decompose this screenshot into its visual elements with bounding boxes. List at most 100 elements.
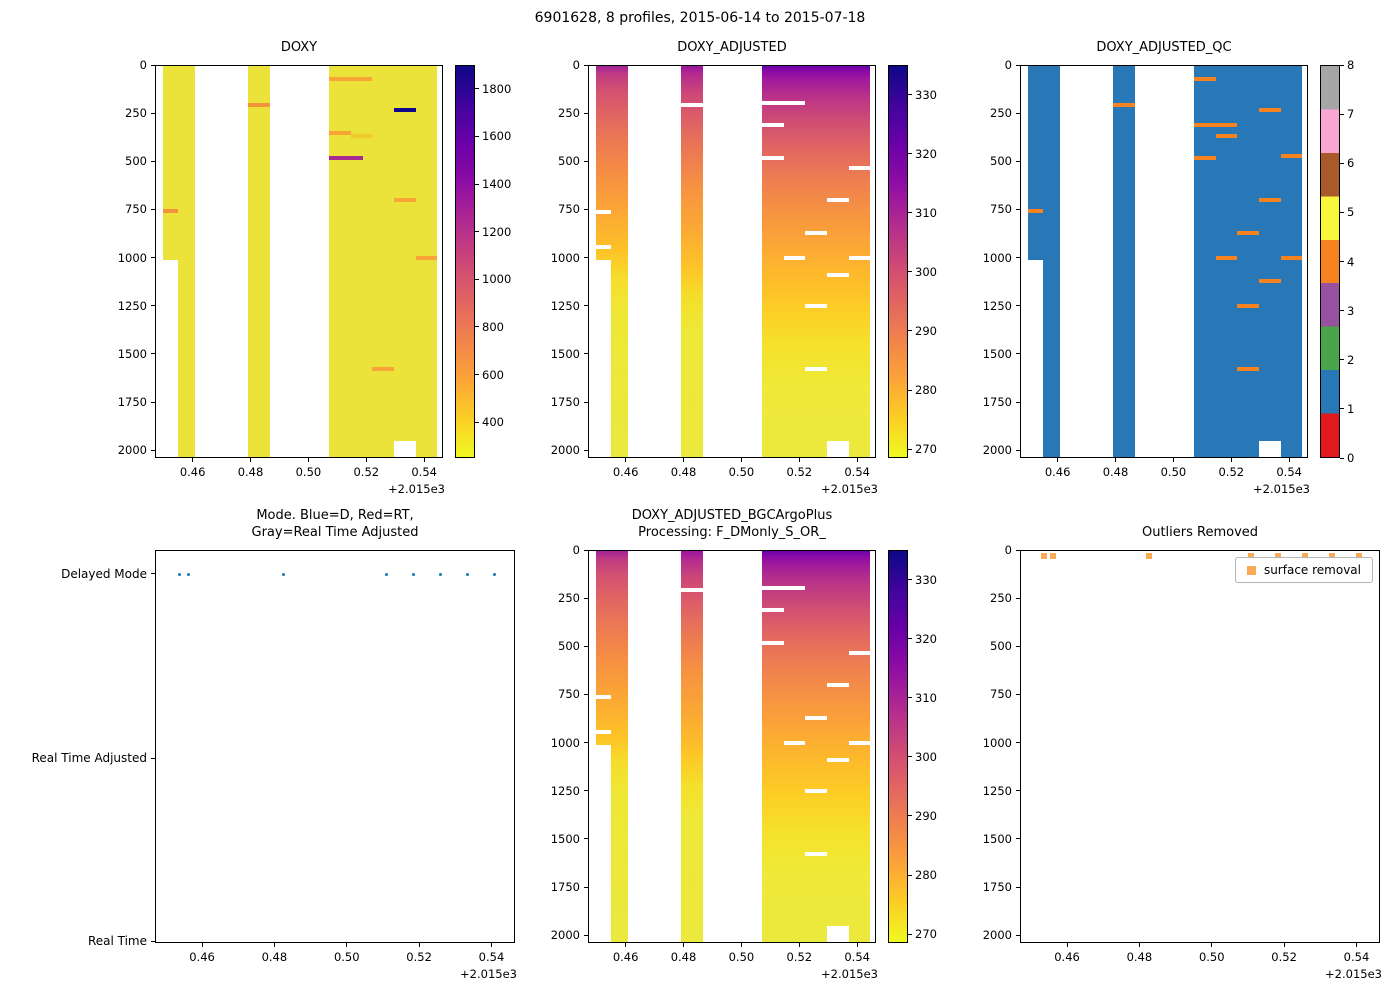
y-tick-mark (151, 305, 155, 307)
heatmap-feature-dash (596, 209, 612, 214)
heatmap-feature-dash (1280, 154, 1302, 159)
x-tick-label: 0.50 (728, 465, 755, 479)
colorbar-tick-mark (1340, 261, 1344, 262)
colorbar-tick-mark (908, 94, 912, 96)
data-point (1145, 552, 1152, 559)
colorbar-tick-label: 1600 (482, 129, 512, 144)
y-tick-mark (584, 401, 588, 403)
y-tick-mark (151, 940, 155, 942)
colorbar-doxy-adjusted: 270 280 290 300 310 320 330 (888, 65, 937, 458)
y-tick-mark (151, 449, 155, 451)
heatmap-feature-dash (805, 715, 827, 720)
colorbar-qc: 0 1 2 3 4 5 6 7 8 (1320, 58, 1354, 465)
data-point (411, 572, 415, 576)
colorbar-tick-mark (908, 271, 912, 273)
heatmap-feature-dash (805, 366, 827, 371)
x-tick-mark (683, 458, 685, 462)
y-tick-mark (1016, 886, 1020, 888)
colorbar-tick-mark (908, 579, 912, 581)
heatmap-feature-dash (805, 851, 827, 856)
y-tick-label: 0 (1004, 58, 1012, 72)
heatmap-profile-band (247, 66, 270, 457)
y-tick-label: 1500 (117, 346, 147, 361)
x-tick-mark (1057, 458, 1059, 462)
x-tick-mark (856, 943, 858, 947)
colorbar-tick-mark (908, 212, 912, 214)
heatmap-feature-dash (1237, 366, 1259, 371)
subplot-doxy-adjusted-qc: DOXY_ADJUSTED_QC +2.015e3 0.46 0.48 0.50 0.… (983, 40, 1310, 496)
heatmap-feature-dash (848, 650, 870, 655)
y-tick-mark (584, 790, 588, 792)
legend: surface removal (1234, 557, 1373, 583)
y-tick-label: 1750 (550, 880, 580, 895)
heatmap-feature-dash (1280, 255, 1302, 260)
plot-title-line: Processing: F_DMonly_S_OR_ (638, 525, 826, 541)
colorbar-tick-label: 1000 (482, 272, 512, 287)
x-tick-label: 0.52 (786, 465, 813, 479)
heatmap-feature-dash (826, 198, 849, 203)
colorbar-tick-mark (908, 638, 912, 640)
plot-title-line: Outliers Removed (1141, 525, 1259, 541)
colorbar-tick-label: 1200 (482, 224, 512, 239)
y-tick-label: 0 (1004, 543, 1012, 557)
heatmap-feature-dash (783, 255, 806, 260)
y-tick-label: 250 (558, 591, 580, 606)
y-tick-label: 1000 (982, 250, 1012, 265)
y-tick-mark (1016, 208, 1020, 210)
y-tick-mark (584, 549, 588, 551)
x-tick-label: 0.54 (844, 465, 870, 479)
colorbar-tick-label: 310 (915, 205, 937, 220)
y-tick-mark (151, 160, 155, 162)
x-tick-mark (365, 458, 367, 462)
y-tick-label: 1500 (982, 346, 1012, 361)
x-tick-mark (201, 943, 203, 947)
heatmap-feature-dash (848, 165, 870, 170)
colorbar-tick-label: 0 (1347, 451, 1355, 465)
heatmap-canvas-doxy (155, 65, 443, 458)
x-tick-label: 0.54 (1276, 465, 1302, 479)
x-tick-mark (798, 458, 800, 462)
heatmap-feature-dash (1258, 108, 1281, 113)
x-tick-label: 0.54 (1343, 950, 1370, 964)
heatmap-canvas-bgcargoplus (588, 550, 876, 943)
y-tick-mark (1016, 742, 1020, 744)
heatmap-feature-dash (329, 156, 363, 160)
outliers-scatter-canvas: surface removal (1020, 550, 1380, 943)
heatmap-feature-dash (1237, 230, 1259, 235)
colorbar-gradient (888, 65, 908, 458)
x-axis-offset-label: +2.015e3 (821, 967, 878, 981)
heatmap-feature-dash (762, 608, 784, 613)
y-tick-mark (1016, 790, 1020, 792)
y-tick-mark (584, 160, 588, 162)
y-tick-mark (1016, 549, 1020, 551)
x-tick-label: 0.48 (261, 950, 288, 964)
x-tick-mark (273, 943, 275, 947)
heatmap-feature-dash (596, 694, 612, 699)
heatmap-feature-dash (762, 641, 784, 645)
y-tick-label: 250 (558, 106, 580, 121)
x-tick-mark (192, 458, 194, 462)
heatmap-profile-band (762, 66, 870, 457)
y-tick-label: 500 (558, 154, 580, 169)
subplot-doxy-adjusted-bgcargoplus: DOXY_ADJUSTED_BGCArgoPlus Processing: F_… (551, 508, 878, 981)
heatmap-feature-dash (1215, 255, 1238, 260)
colorbar-tick-mark (475, 183, 479, 185)
data-point (384, 572, 388, 576)
colorbar-tick-label: 400 (482, 415, 504, 430)
y-tick-label: 1500 (550, 831, 580, 846)
heatmap-feature-dash (1194, 77, 1216, 82)
x-tick-label: 0.48 (670, 465, 697, 479)
y-tick-label: 500 (558, 639, 580, 654)
colorbar-tick-label: 320 (915, 146, 937, 161)
data-point (465, 572, 469, 576)
y-tick-mark (1016, 645, 1020, 647)
colorbar-tick-mark (475, 374, 479, 376)
colorbar-tick-label: 2 (1347, 352, 1355, 367)
y-tick-label: 500 (990, 154, 1012, 169)
colorbar-tick-label: 290 (915, 323, 937, 338)
x-tick-mark (856, 458, 858, 462)
colorbar-tick-label: 330 (915, 572, 937, 587)
colorbar-tick-label: 330 (915, 87, 937, 102)
x-tick-label: 0.48 (237, 465, 264, 479)
x-tick-mark (625, 943, 627, 947)
